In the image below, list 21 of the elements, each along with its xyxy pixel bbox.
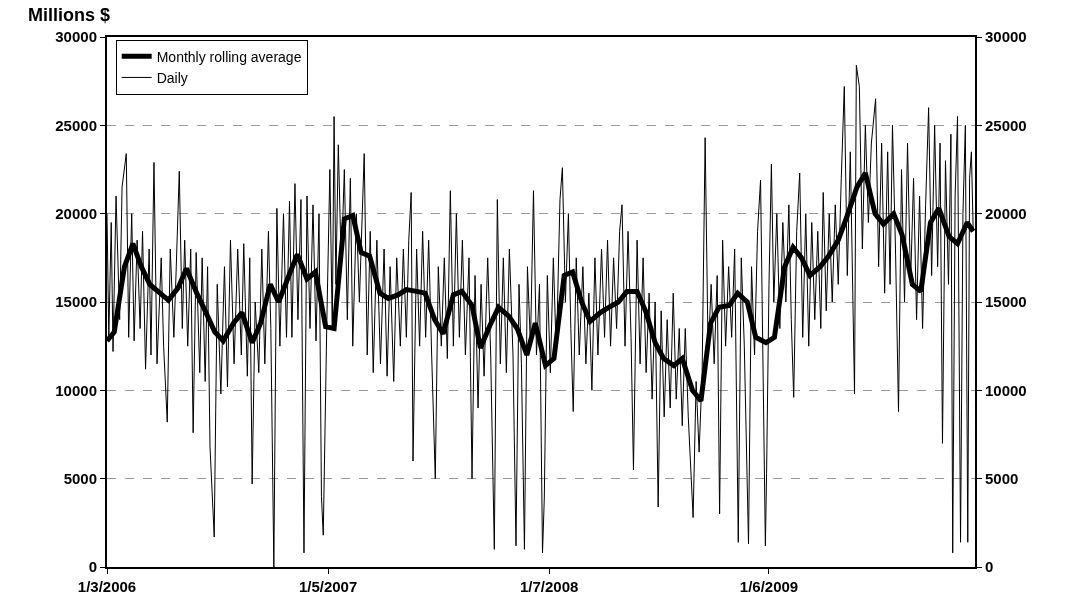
legend-label: Daily: [156, 69, 188, 86]
y2-tick-label: 5000: [985, 469, 1019, 487]
y-tick-label: 5000: [63, 469, 97, 487]
x-tick-label: 1/5/2007: [298, 578, 358, 595]
y-tick-label: 15000: [55, 293, 97, 311]
x-tick-label: 1/3/2006: [77, 578, 137, 595]
y2-tick-label: 30000: [985, 28, 1027, 46]
y2-tick-label: 25000: [985, 116, 1027, 134]
y2-tick-label: 10000: [985, 381, 1027, 399]
y2-tick-label: 15000: [985, 293, 1027, 311]
y-tick-label: 0: [88, 558, 97, 576]
y-tick-label: 25000: [55, 116, 97, 134]
legend-label: Monthly rolling average: [156, 48, 302, 65]
x-tick-label: 1/6/2009: [739, 578, 799, 595]
y-tick-label: 20000: [55, 204, 97, 222]
y2-tick-label: 20000: [985, 204, 1027, 222]
chart-title: Millions $: [28, 4, 111, 25]
x-tick-label: 1/7/2008: [519, 578, 579, 595]
y2-tick-label: 0: [985, 558, 994, 576]
y-tick-label: 10000: [55, 381, 97, 399]
y-tick-label: 30000: [55, 28, 97, 46]
